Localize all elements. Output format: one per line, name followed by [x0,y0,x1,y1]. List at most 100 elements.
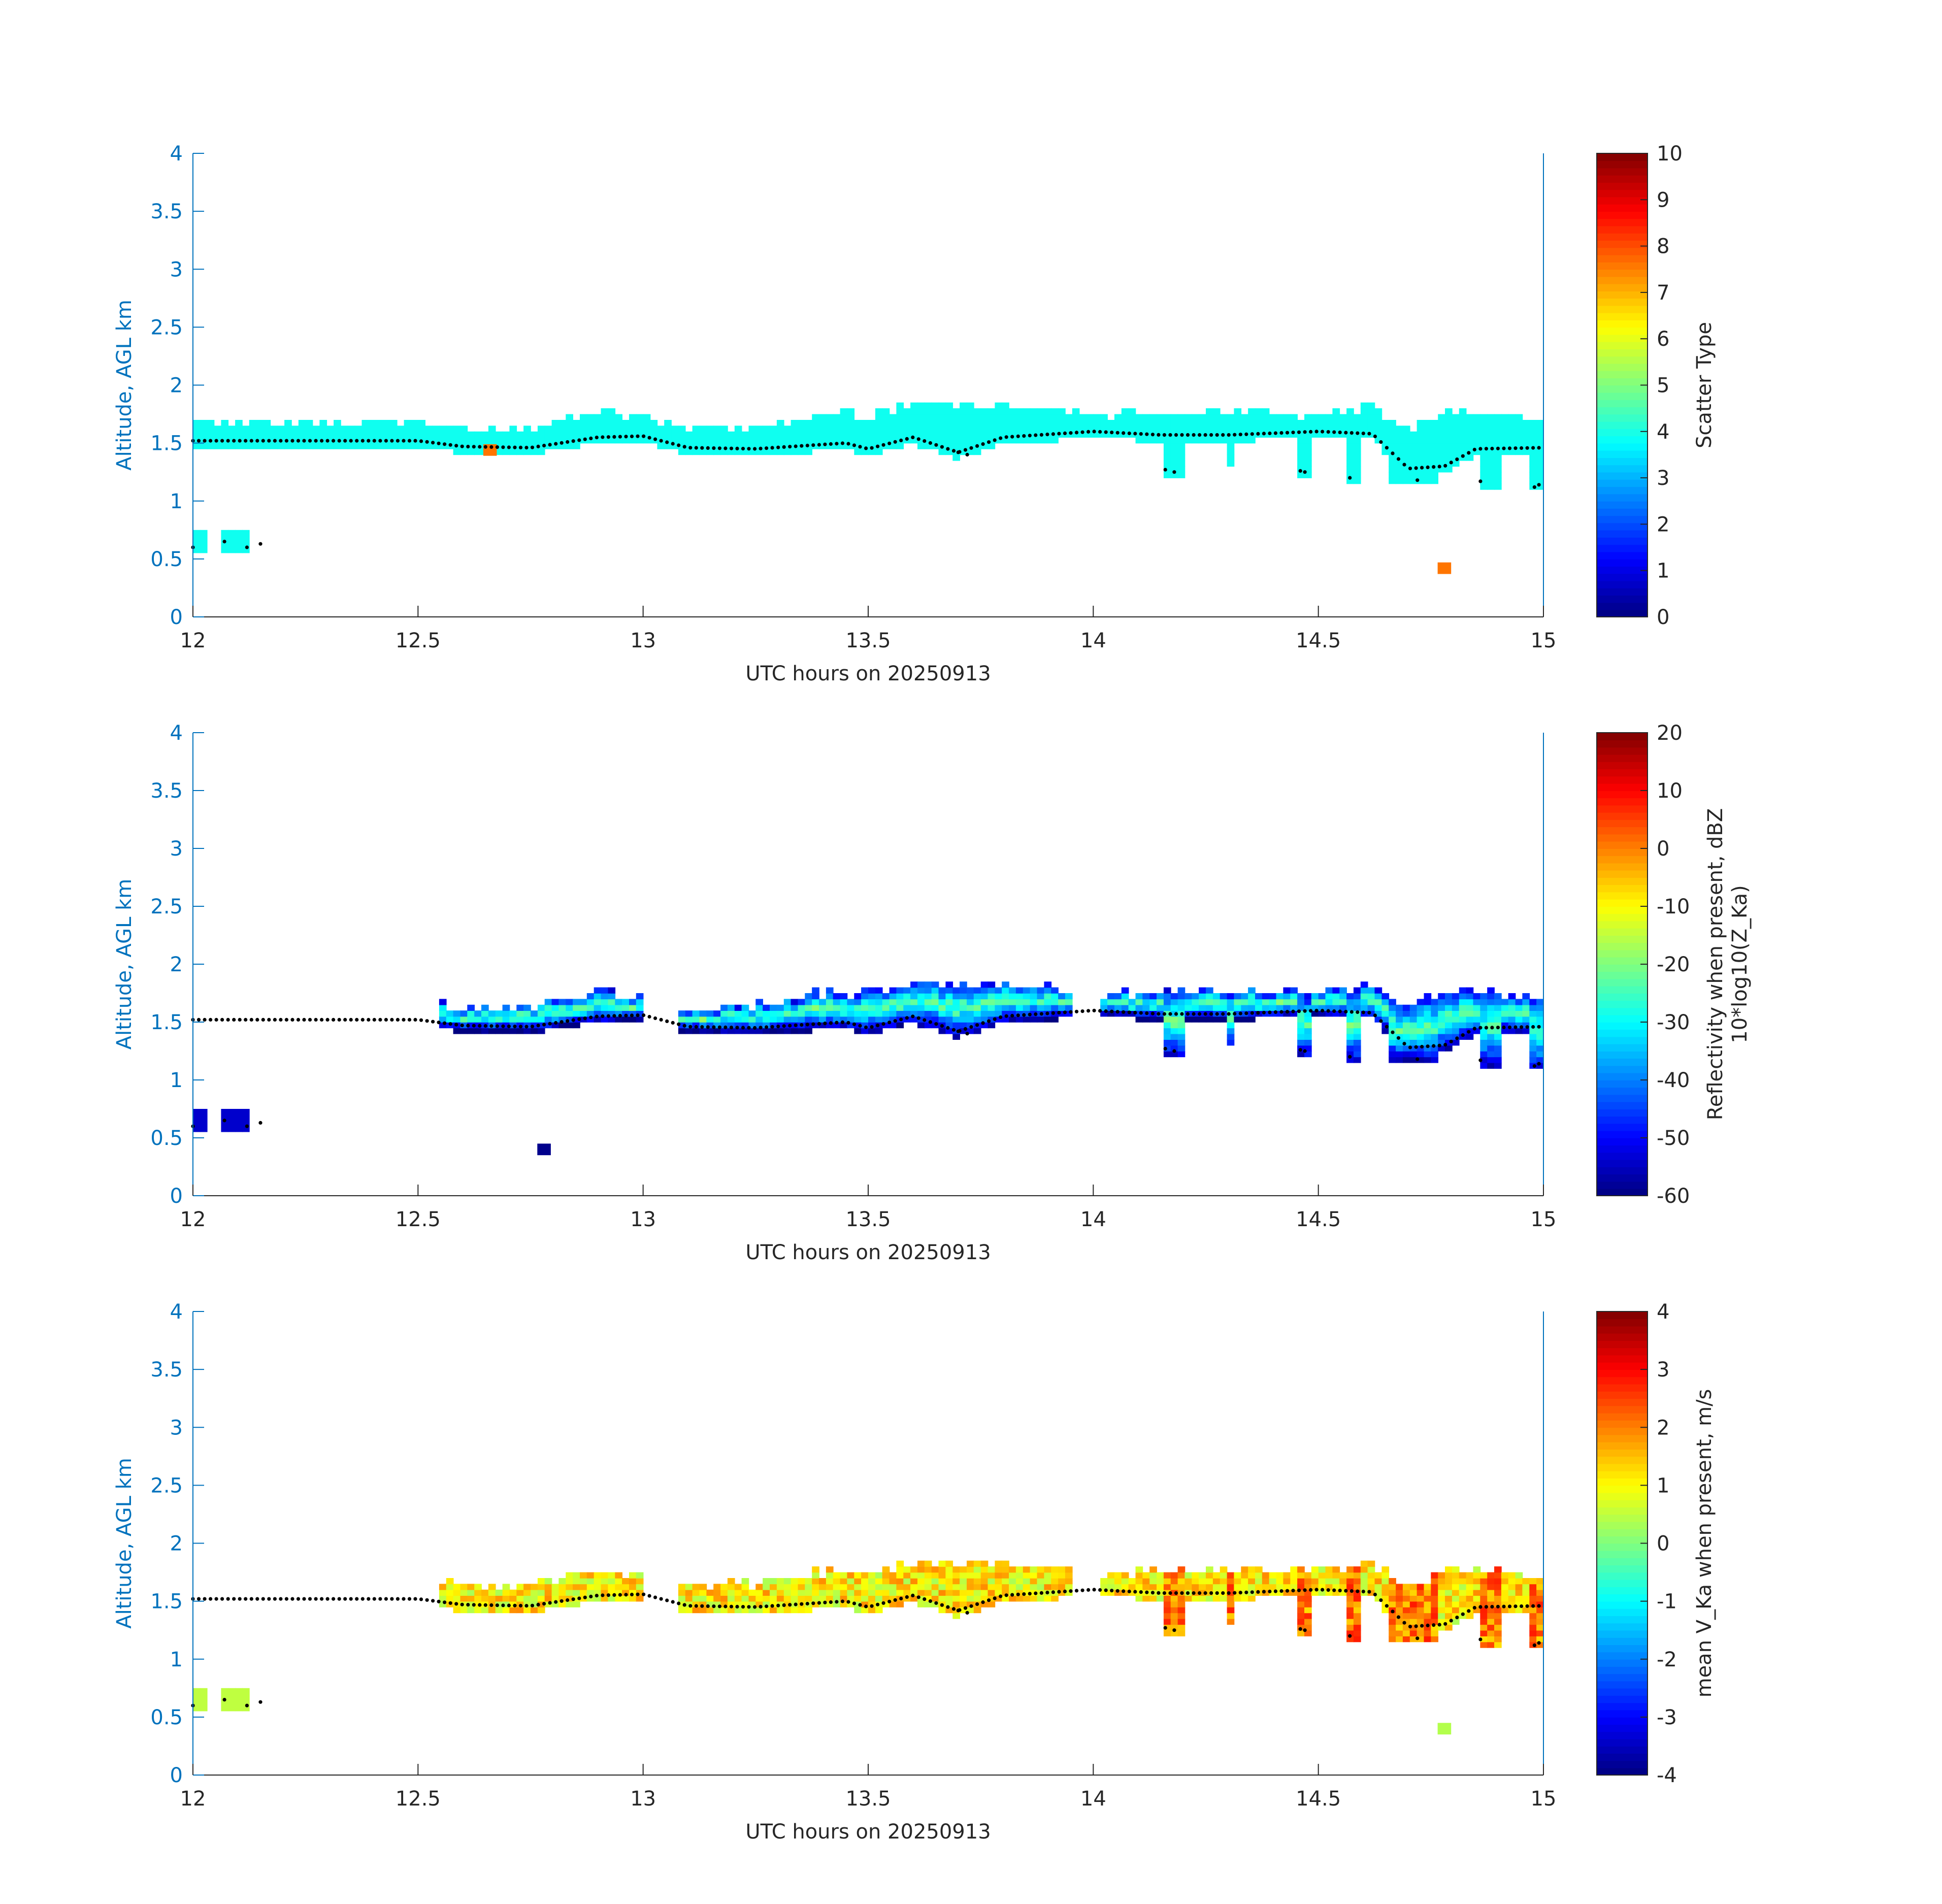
heatmap-cell [1529,1028,1537,1034]
heatmap-cell [643,414,651,420]
heatmap-cell [1409,1595,1418,1602]
ceilometer-dot [1426,465,1430,470]
heatmap-cell [1494,425,1502,432]
heatmap-cell [1318,1584,1326,1590]
colorbar-segment [1597,783,1648,791]
ceilometer-dot [1004,1014,1008,1018]
heatmap-cell [868,999,876,1005]
colorbar-segment [1597,1543,1648,1551]
ceilometer-dot [1513,1025,1518,1029]
heatmap-cell [783,999,792,1005]
ceilometer-dot [1244,1590,1248,1594]
colorbar-segment [1597,1659,1648,1667]
heatmap-cell [1170,1584,1178,1590]
heatmap-cell [833,425,841,432]
ceilometer-dot [536,444,540,449]
heatmap-cell [973,1016,981,1023]
y-tick-label: 3.5 [150,1358,183,1382]
heatmap-cell [1184,1004,1193,1011]
heatmap-cell [1466,420,1474,426]
heatmap-cell [945,1004,953,1011]
heatmap-cell [1227,1016,1235,1023]
heatmap-cell [1459,1010,1467,1017]
heatmap-cell [720,425,728,432]
y-axis-label: Altitude, AGL km [113,1458,136,1629]
heatmap-cell [1360,402,1368,409]
heatmap-cell [1170,437,1178,444]
heatmap-cell [1163,1016,1171,1023]
heatmap-cell [805,1028,812,1034]
heatmap-cell [1480,1039,1488,1046]
ceilometer-dot [759,1604,763,1608]
ceilometer-dot [267,439,271,443]
heatmap-cell [566,999,573,1005]
heatmap-cell [699,1607,707,1614]
ceilometer-dot [1298,1627,1302,1631]
ceilometer-dot [987,1019,991,1023]
heatmap-cell [439,1595,447,1602]
heatmap-cell [1262,999,1270,1005]
heatmap-cell [537,449,545,455]
heatmap-cell [1445,1589,1453,1596]
heatmap-cell [1212,1584,1221,1590]
ceilometer-dot [1186,433,1190,437]
heatmap-cell [495,449,503,455]
heatmap-cell [854,431,862,438]
heatmap-cell [748,1589,756,1596]
ceilometer-dot [513,445,517,449]
heatmap-cell [1177,437,1186,444]
heatmap-cell [960,414,967,420]
heatmap-cell [1177,1039,1186,1046]
heatmap-cell [1212,1016,1221,1023]
heatmap-cell [1177,1051,1186,1058]
ceilometer-dot [1414,466,1418,470]
heatmap-cell [861,1607,869,1614]
heatmap-cell [1508,1578,1516,1585]
heatmap-cell [1473,431,1481,438]
ceilometer-dot [905,1595,909,1599]
heatmap-cell [1332,408,1340,415]
heatmap-cell [1177,993,1186,1000]
ceilometer-dot [1344,1589,1348,1593]
heatmap-cell [889,425,897,432]
heatmap-cell [875,1584,883,1590]
heatmap-cell [586,425,595,432]
colorbar-segment [1597,1065,1648,1073]
heatmap-cell [995,1584,1003,1590]
heatmap-cell [889,420,897,426]
heatmap-cell [629,414,637,420]
heatmap-cell [481,1028,489,1034]
heatmap-cell [826,1595,834,1602]
heatmap-cell [235,431,243,438]
heatmap-cell [347,431,355,438]
ceilometer-dot [1349,431,1354,435]
ceilometer-dot [735,1604,739,1608]
ceilometer-dot [454,1602,458,1606]
ceilometer-dot [554,1021,558,1025]
heatmap-cell [1192,420,1199,426]
heatmap-cell [1149,1584,1157,1590]
y-tick-label: 0.5 [150,1127,183,1150]
heatmap-cell [1452,1578,1460,1585]
heatmap-cell [383,420,390,426]
heatmap-cell [1255,1584,1263,1590]
heatmap-cell [544,1595,552,1602]
heatmap-cell [1402,1033,1410,1040]
heatmap-cell [1515,1028,1523,1034]
heatmap-cell [1163,1607,1171,1614]
colorbar-segment [1597,964,1648,972]
heatmap-cell [1501,1028,1509,1034]
heatmap-cell [734,431,742,438]
heatmap-cell [1431,1584,1438,1590]
heatmap-cell [566,1578,573,1585]
heatmap-cell [1367,414,1375,420]
heatmap-cell [1452,1595,1460,1602]
heatmap-cell [973,987,981,994]
heatmap-cell [1346,454,1354,461]
heatmap-cell [720,1004,728,1011]
heatmap-cell [1417,1033,1425,1040]
heatmap-cell [1438,1607,1445,1614]
heatmap-cell [1212,999,1221,1005]
heatmap-cell [791,437,799,444]
heatmap-cell [558,425,567,432]
